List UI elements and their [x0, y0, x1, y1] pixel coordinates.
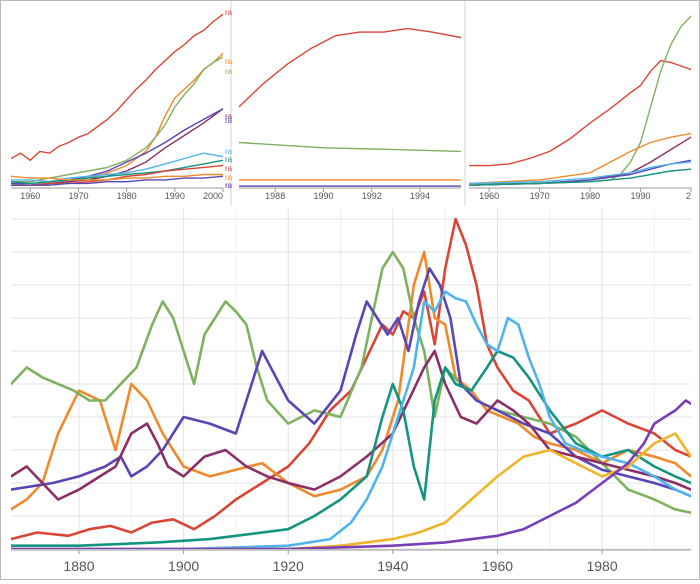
- x-tick-label: 1880: [63, 558, 94, 574]
- series-line-orange2: [11, 173, 223, 181]
- series-group: [11, 217, 691, 549]
- x-tick-label: 1940: [377, 558, 408, 574]
- x-tick-label: 2000: [203, 191, 223, 201]
- legend-label: ra: [225, 8, 233, 17]
- series-line-teal: [11, 159, 223, 185]
- series-line-red: [469, 59, 691, 167]
- series-line-purple: [11, 267, 691, 498]
- series-line-red2: [11, 164, 223, 186]
- series-line-green: [11, 56, 223, 183]
- series-line-gold: [11, 432, 691, 549]
- series-line-orange: [469, 132, 691, 185]
- x-tick-label: 1980: [580, 191, 600, 201]
- x-tick-label: 1990: [165, 191, 185, 201]
- x-tick-label: 1992: [362, 191, 382, 201]
- x-tick-label: 1980: [586, 558, 617, 574]
- x-tick-label: 1980: [117, 191, 137, 201]
- legend-label: ra: [225, 67, 233, 76]
- legend-label: ra: [225, 155, 233, 164]
- chart-panel-top-middle: 1988 1990 1992 1994: [239, 27, 461, 201]
- legend-label: ra: [225, 57, 233, 66]
- legend-label: ra: [225, 181, 233, 190]
- series-line-teal: [11, 349, 691, 548]
- x-tick-label: 1970: [68, 191, 88, 201]
- legend-label: ra: [225, 112, 233, 121]
- legend-label: ra: [225, 173, 233, 182]
- series-line-violet: [11, 399, 691, 549]
- x-tick-label: 1990: [631, 191, 651, 201]
- series-group: [469, 15, 691, 186]
- x-tick-label: 1994: [410, 191, 430, 201]
- x-tick-label: 1960: [482, 558, 513, 574]
- series-line-lightblue: [11, 290, 691, 549]
- x-tick-label: 1960: [479, 191, 499, 201]
- legend-label: ra: [225, 164, 233, 173]
- legend-label: ra: [225, 147, 233, 156]
- series-line-green: [239, 141, 461, 153]
- x-tick-label: 1920: [273, 558, 304, 574]
- x-tick-label: 1960: [20, 191, 40, 201]
- series-line-maroon: [469, 136, 691, 186]
- chart-panel-top-right: 1960 1970 1980 1990 2: [469, 15, 692, 201]
- x-tick-label: 1970: [530, 191, 550, 201]
- x-tick-label: 1988: [265, 191, 285, 201]
- series-line-maroon: [11, 349, 691, 501]
- series-line-orange: [11, 250, 691, 511]
- chart-panel-top-left: 1960 1970 1980 1990 2000rararararararararara…: [11, 8, 233, 201]
- chart-panel-main: 1880 1900 1920 1940 1960 1980: [11, 209, 691, 574]
- legend-label: ra: [225, 181, 233, 190]
- series-line-lightblue: [469, 161, 691, 185]
- x-tick-label: 1900: [168, 558, 199, 574]
- x-tick-label: 1990: [313, 191, 333, 201]
- series-line-purple2: [11, 175, 223, 186]
- series-line-red: [11, 13, 223, 162]
- series-group: [11, 13, 223, 186]
- series-line-purple: [11, 107, 223, 185]
- x-tick-label: 2: [686, 191, 691, 201]
- series-line-red: [11, 217, 691, 541]
- series-line-green: [11, 250, 691, 515]
- series-line-teal: [469, 168, 691, 186]
- series-line-orange: [11, 52, 223, 186]
- series-line-red: [239, 27, 461, 108]
- legend-label: ra: [225, 116, 233, 125]
- series-group: [239, 27, 461, 187]
